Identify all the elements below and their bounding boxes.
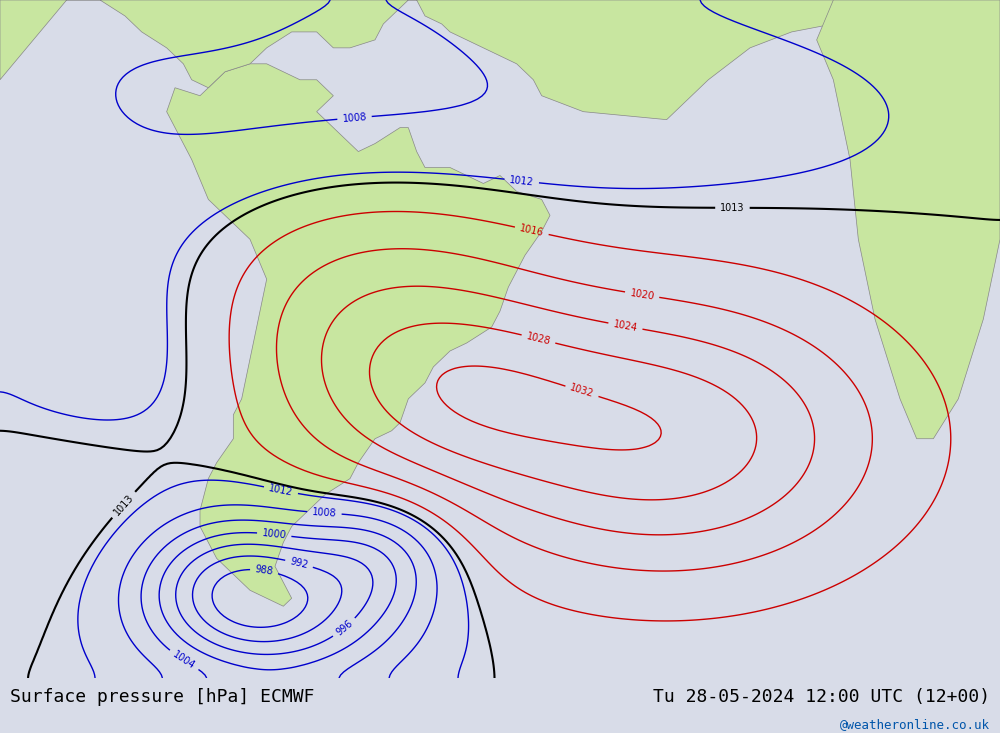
Text: 1016: 1016 — [519, 224, 545, 238]
Text: 1020: 1020 — [629, 288, 655, 301]
Text: 988: 988 — [254, 564, 274, 577]
Text: 1008: 1008 — [312, 507, 337, 519]
Text: 992: 992 — [289, 556, 309, 570]
Text: 1013: 1013 — [720, 203, 745, 213]
Text: 1004: 1004 — [171, 649, 197, 671]
Text: 1008: 1008 — [342, 112, 367, 124]
Text: 1024: 1024 — [612, 319, 638, 334]
Text: Surface pressure [hPa] ECMWF: Surface pressure [hPa] ECMWF — [10, 688, 314, 707]
Text: 996: 996 — [334, 618, 355, 638]
PathPatch shape — [817, 0, 1000, 439]
Text: 1013: 1013 — [112, 492, 135, 517]
Text: 1028: 1028 — [525, 331, 552, 347]
Text: @weatheronline.co.uk: @weatheronline.co.uk — [840, 718, 990, 732]
Text: Tu 28-05-2024 12:00 UTC (12+00): Tu 28-05-2024 12:00 UTC (12+00) — [653, 688, 990, 707]
Text: 1012: 1012 — [509, 174, 535, 188]
PathPatch shape — [0, 0, 1000, 119]
Text: 1012: 1012 — [268, 483, 294, 498]
Text: 1032: 1032 — [569, 383, 595, 399]
Text: 1000: 1000 — [262, 528, 287, 541]
PathPatch shape — [167, 64, 550, 606]
